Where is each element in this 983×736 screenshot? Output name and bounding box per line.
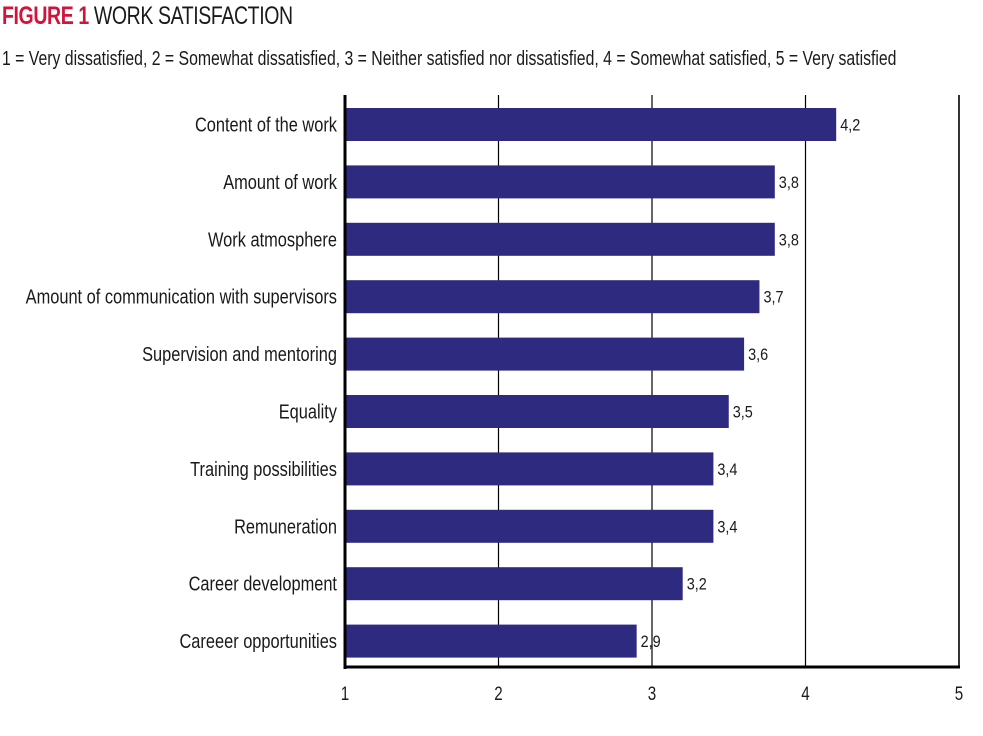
category-label: Training possibilities — [190, 457, 337, 480]
value-label: 3,2 — [687, 576, 707, 594]
x-tick-label: 5 — [955, 682, 963, 704]
bar — [345, 165, 775, 199]
figure-title: WORK SATISFACTION — [93, 2, 293, 30]
value-label: 3,5 — [733, 403, 753, 421]
x-tick-label: 4 — [801, 682, 810, 704]
value-label: 3,8 — [779, 231, 799, 249]
bar — [345, 567, 683, 601]
bar — [345, 452, 714, 486]
bar — [345, 222, 775, 256]
category-labels: Content of the work Amount of work Work at… — [26, 113, 338, 653]
value-label: 2,9 — [641, 633, 661, 651]
value-label: 4,2 — [840, 116, 860, 134]
bar — [345, 395, 729, 428]
bar — [345, 337, 745, 371]
category-label: Work atmosphere — [208, 228, 337, 251]
figure-label: FIGURE 1 — [2, 2, 89, 30]
value-label: 3,6 — [748, 346, 768, 364]
chart-subtitle: 1 = Very dissatisfied, 2 = Somewhat diss… — [2, 48, 897, 70]
bar — [345, 624, 637, 658]
value-label: 3,4 — [717, 518, 737, 536]
bars — [345, 108, 837, 658]
value-label: 3,8 — [779, 174, 799, 192]
bar — [345, 108, 837, 141]
x-tick-label: 1 — [341, 682, 349, 704]
axes — [343, 95, 960, 669]
category-label: Careeer opportunities — [179, 630, 337, 653]
category-label: Amount of work — [223, 170, 338, 193]
category-label: Career development — [189, 572, 337, 595]
x-tick-label: 3 — [648, 682, 656, 704]
x-tick-label: 2 — [494, 682, 502, 704]
x-tick-labels: 1 2 3 4 5 — [341, 682, 963, 704]
category-label: Equality — [279, 400, 338, 423]
category-label: Amount of communication with supervisors — [26, 285, 337, 308]
value-label: 3,7 — [763, 289, 783, 307]
bar — [345, 280, 760, 314]
category-label: Remuneration — [234, 515, 337, 538]
value-label: 3,4 — [717, 461, 737, 479]
category-label: Supervision and mentoring — [142, 343, 337, 366]
chart-title: FIGURE 1 WORK SATISFACTION — [2, 2, 293, 31]
bar — [345, 509, 714, 543]
category-label: Content of the work — [195, 113, 338, 136]
value-labels: 4,2 3,8 3,8 3,7 3,6 3,5 3,4 3,4 3,2 2,9 — [641, 116, 861, 651]
